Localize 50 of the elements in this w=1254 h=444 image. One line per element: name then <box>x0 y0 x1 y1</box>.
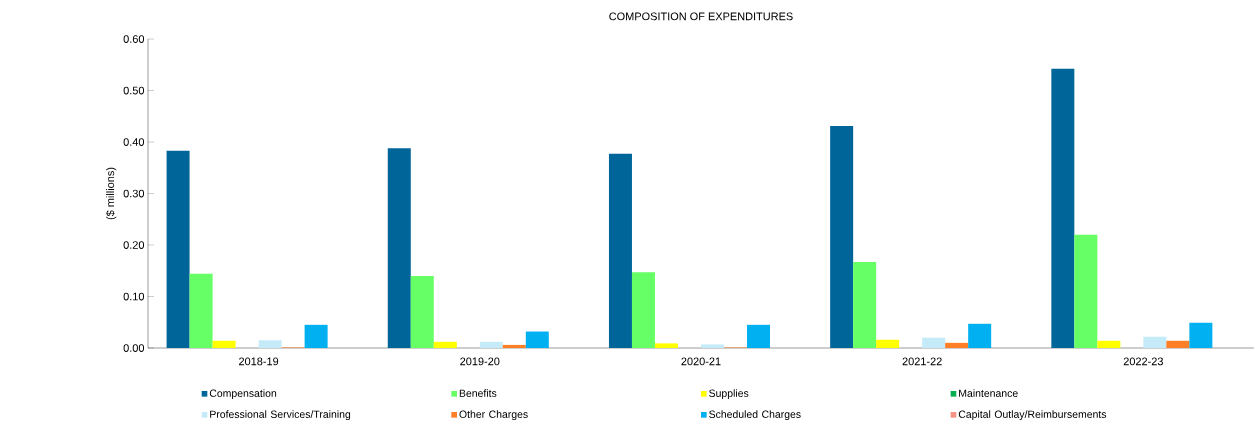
bar <box>830 126 854 348</box>
y-tick-label: 0.00 <box>123 344 145 352</box>
chart-title: COMPOSITION OF EXPENDITURES <box>609 12 793 21</box>
bar <box>525 331 549 348</box>
x-tick-label: 2019-20 <box>460 357 500 366</box>
bar <box>1189 322 1213 348</box>
y-tick-label: 0.60 <box>123 35 145 43</box>
bar <box>876 339 900 348</box>
y-axis-title: ($ millions) <box>105 167 117 220</box>
legend-label: Other Charges <box>459 410 528 421</box>
bar <box>922 337 946 348</box>
y-tick-label: 0.50 <box>123 86 145 95</box>
x-tick-label: 2020-21 <box>681 357 721 366</box>
y-tick-label: 0.20 <box>123 241 145 249</box>
legend-label: Benefits <box>459 389 497 397</box>
x-tick-label: 2021-22 <box>902 357 942 366</box>
bar <box>410 275 434 348</box>
bar <box>1097 340 1121 348</box>
bar <box>608 153 632 348</box>
bar <box>479 341 503 348</box>
x-tick-label: 2018-19 <box>239 357 279 366</box>
bar <box>945 342 969 348</box>
bar <box>746 324 770 348</box>
y-tick-label: 0.40 <box>123 138 145 146</box>
y-tick-label: 0.30 <box>123 189 145 198</box>
y-tick-label: 0.10 <box>123 292 145 301</box>
bar <box>654 343 678 348</box>
legend-label: Compensation <box>209 389 277 400</box>
bar <box>189 273 213 348</box>
bar <box>387 148 411 348</box>
bar <box>631 272 655 348</box>
x-tick-label: 2022-23 <box>1123 357 1163 366</box>
bar <box>166 150 190 348</box>
bar <box>968 323 992 348</box>
bar <box>502 344 526 348</box>
bar <box>433 341 457 348</box>
bar <box>304 324 328 348</box>
bar <box>1143 336 1167 348</box>
bar <box>1074 234 1098 348</box>
bar <box>212 340 236 348</box>
legend-label: Capital Outlay/Reimbursements <box>958 410 1107 421</box>
bar <box>853 262 877 348</box>
bar <box>258 340 282 348</box>
legend-label: Supplies <box>709 389 749 400</box>
legend-label: Professional Services/Training <box>210 410 351 421</box>
legend-label: Maintenance <box>959 389 1018 397</box>
bar <box>1051 68 1075 348</box>
bar <box>700 344 724 348</box>
legend-label: Scheduled Charges <box>709 410 801 421</box>
bar <box>1166 340 1190 348</box>
